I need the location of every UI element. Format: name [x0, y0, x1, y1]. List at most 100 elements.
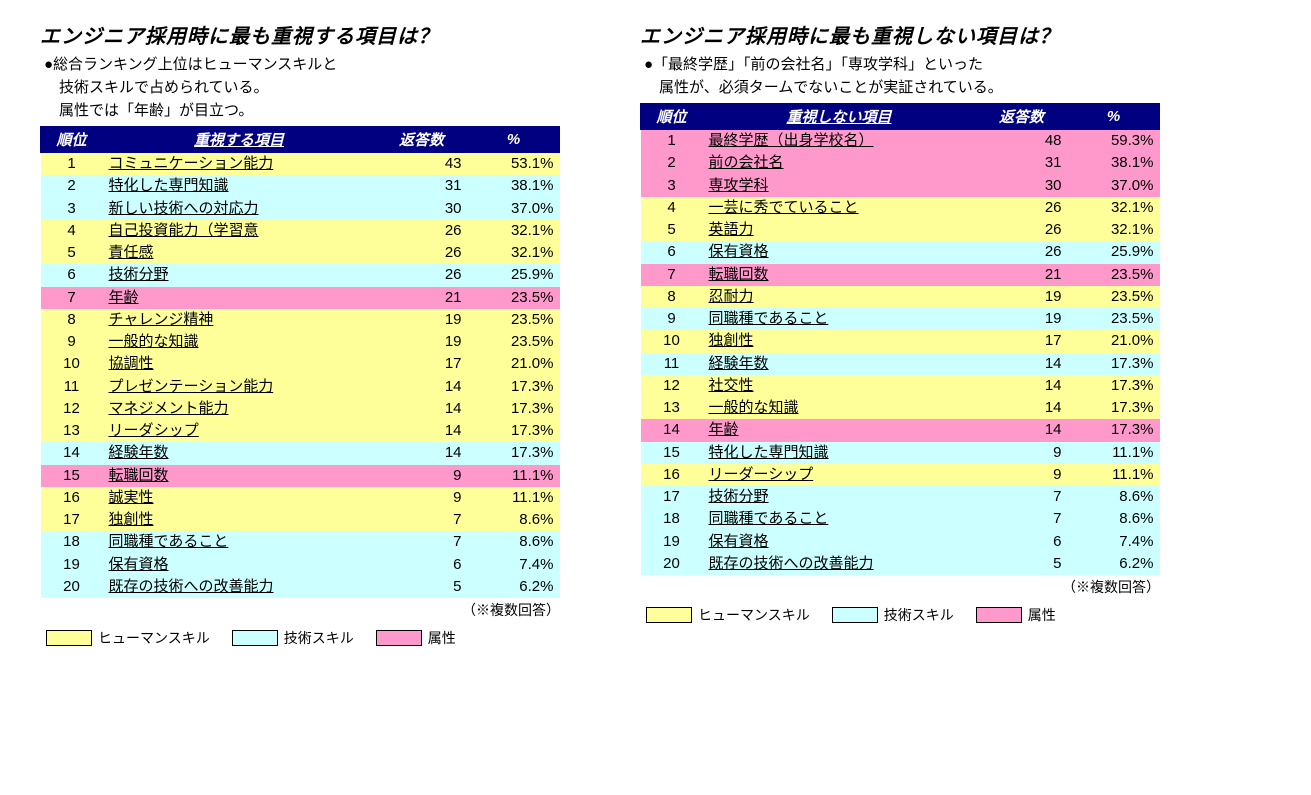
legend-swatch	[832, 607, 878, 623]
rank-cell: 7	[41, 287, 103, 309]
count-cell: 31	[376, 175, 468, 197]
count-cell: 31	[976, 152, 1068, 174]
item-cell: 最終学歴（出身学校名）	[703, 130, 976, 153]
item-cell: チャレンジ精神	[103, 309, 376, 331]
item-cell: 保有資格	[703, 241, 976, 263]
legend-item: 属性	[376, 628, 456, 648]
item-cell: 経験年数	[103, 442, 376, 464]
count-cell: 14	[976, 397, 1068, 419]
item-cell: リーダシップ	[103, 420, 376, 442]
count-cell: 14	[376, 376, 468, 398]
table-row: 6技術分野2625.9%	[41, 264, 560, 286]
count-cell: 19	[976, 286, 1068, 308]
table-row: 1最終学歴（出身学校名）4859.3%	[641, 130, 1160, 153]
legend-item: 技術スキル	[232, 628, 354, 648]
table-row: 15特化した専門知識911.1%	[641, 442, 1160, 464]
item-cell: 技術分野	[703, 486, 976, 508]
subtitle-line: 属性が、必須タームでないことが実証されている。	[640, 76, 1160, 97]
legend-swatch	[646, 607, 692, 623]
left-subs: ●総合ランキング上位はヒューマンスキルと 技術スキルで占められている。 属性では…	[40, 53, 560, 120]
item-cell: 一般的な知識	[103, 331, 376, 353]
item-cell: 独創性	[703, 330, 976, 352]
count-cell: 17	[976, 330, 1068, 352]
count-cell: 26	[976, 219, 1068, 241]
rank-cell: 16	[41, 487, 103, 509]
item-cell: 既存の技術への改善能力	[103, 576, 376, 598]
column-header: 重視する項目	[103, 127, 376, 153]
table-row: 18同職種であること78.6%	[41, 531, 560, 553]
right-table: 順位重視しない項目返答数% 1最終学歴（出身学校名）4859.3%2前の会社名3…	[640, 103, 1160, 575]
item-cell: コミュニケーション能力	[103, 153, 376, 176]
pct-cell: 37.0%	[1068, 175, 1160, 197]
legend-label: 技術スキル	[284, 628, 354, 648]
count-cell: 5	[376, 576, 468, 598]
rank-cell: 1	[41, 153, 103, 176]
right-note: （※複数回答）	[640, 577, 1160, 597]
rank-cell: 7	[641, 264, 703, 286]
pct-cell: 17.3%	[1068, 353, 1160, 375]
item-cell: 転職回数	[103, 465, 376, 487]
table-row: 12マネジメント能力1417.3%	[41, 398, 560, 420]
subtitle-line: ●総合ランキング上位はヒューマンスキルと	[40, 53, 560, 74]
count-cell: 26	[376, 220, 468, 242]
pct-cell: 6.2%	[1068, 553, 1160, 575]
legend-label: 属性	[1028, 605, 1056, 625]
table-row: 4一芸に秀でていること2632.1%	[641, 197, 1160, 219]
item-cell: 新しい技術への対応力	[103, 198, 376, 220]
count-cell: 21	[976, 264, 1068, 286]
right-title: エンジニア採用時に最も重視しない項目は？	[640, 20, 1160, 49]
left-legend: ヒューマンスキル 技術スキル 属性	[40, 628, 560, 648]
item-cell: 転職回数	[703, 264, 976, 286]
pct-cell: 17.3%	[468, 376, 560, 398]
item-cell: 同職種であること	[703, 308, 976, 330]
count-cell: 19	[376, 331, 468, 353]
item-cell: 忍耐力	[703, 286, 976, 308]
table-row: 19保有資格67.4%	[641, 531, 1160, 553]
item-cell: 社交性	[703, 375, 976, 397]
pct-cell: 8.6%	[1068, 508, 1160, 530]
count-cell: 26	[376, 242, 468, 264]
pct-cell: 23.5%	[1068, 264, 1160, 286]
table-row: 14経験年数1417.3%	[41, 442, 560, 464]
legend-swatch	[46, 630, 92, 646]
column-header: %	[468, 127, 560, 153]
item-cell: 誠実性	[103, 487, 376, 509]
table-row: 2前の会社名3138.1%	[641, 152, 1160, 174]
table-row: 8忍耐力1923.5%	[641, 286, 1160, 308]
count-cell: 17	[376, 353, 468, 375]
pct-cell: 25.9%	[1068, 241, 1160, 263]
table-row: 16誠実性911.1%	[41, 487, 560, 509]
pct-cell: 17.3%	[468, 442, 560, 464]
pct-cell: 53.1%	[468, 153, 560, 176]
rank-cell: 8	[41, 309, 103, 331]
pct-cell: 21.0%	[1068, 330, 1160, 352]
table-row: 16リーダーシップ911.1%	[641, 464, 1160, 486]
item-cell: 前の会社名	[703, 152, 976, 174]
item-cell: 協調性	[103, 353, 376, 375]
count-cell: 9	[376, 487, 468, 509]
legend-item: ヒューマンスキル	[46, 628, 210, 648]
table-row: 18同職種であること78.6%	[641, 508, 1160, 530]
pct-cell: 8.6%	[468, 509, 560, 531]
item-cell: 保有資格	[103, 554, 376, 576]
rank-cell: 2	[41, 175, 103, 197]
count-cell: 14	[376, 420, 468, 442]
pct-cell: 17.3%	[468, 398, 560, 420]
pct-cell: 11.1%	[468, 487, 560, 509]
item-cell: 特化した専門知識	[703, 442, 976, 464]
rank-cell: 1	[641, 130, 703, 153]
legend-swatch	[376, 630, 422, 646]
rank-cell: 14	[41, 442, 103, 464]
item-cell: 年齢	[103, 287, 376, 309]
pct-cell: 8.6%	[468, 531, 560, 553]
item-cell: 一般的な知識	[703, 397, 976, 419]
column-header: 返答数	[376, 127, 468, 153]
column-header: 順位	[41, 127, 103, 153]
count-cell: 9	[376, 465, 468, 487]
count-cell: 5	[976, 553, 1068, 575]
rank-cell: 9	[641, 308, 703, 330]
rank-cell: 5	[41, 242, 103, 264]
rank-cell: 11	[641, 353, 703, 375]
table-row: 2特化した専門知識3138.1%	[41, 175, 560, 197]
legend-label: 技術スキル	[884, 605, 954, 625]
